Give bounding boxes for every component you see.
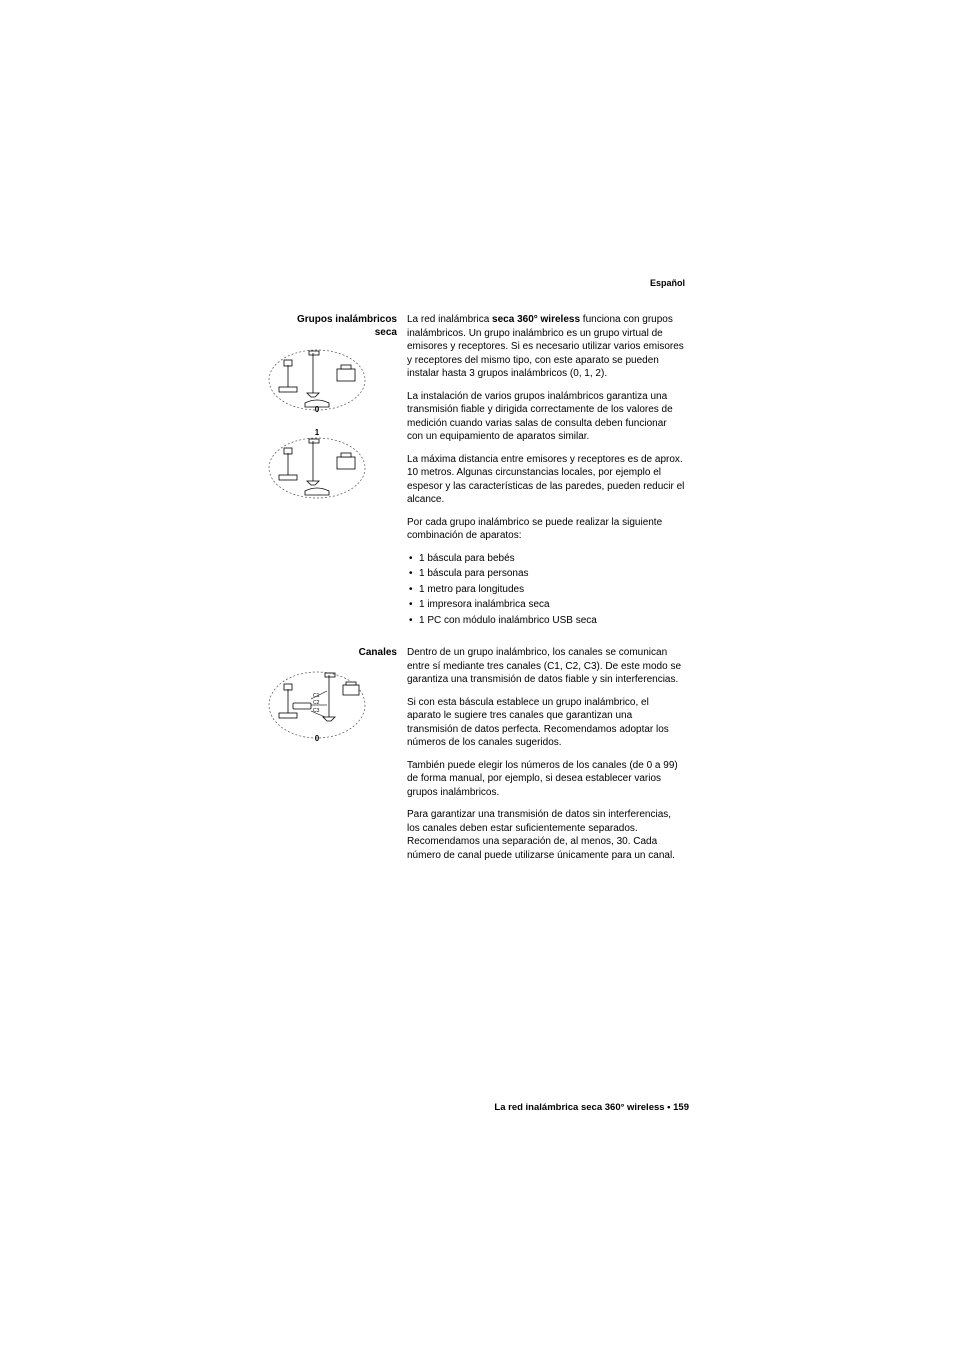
- c3-label: C3: [313, 708, 320, 714]
- list-item: 1 báscula para personas: [407, 567, 685, 581]
- section1-diagrams: 0: [265, 335, 407, 511]
- section1-p4: Por cada grupo inalámbrico se puede real…: [407, 516, 685, 543]
- section2-diagram: C1 C2 C3 0: [265, 655, 407, 753]
- channels-group-num: 0: [315, 734, 320, 743]
- language-label: Español: [650, 278, 685, 288]
- group1-num: 1: [315, 428, 320, 437]
- group1-svg: 1: [265, 423, 370, 503]
- section1-p1: La red inalámbrica seca 360° wireless fu…: [407, 313, 685, 381]
- list-item: 1 PC con módulo inalámbrico USB seca: [407, 614, 685, 628]
- section2-p1: Dentro de un grupo inalámbrico, los cana…: [407, 646, 685, 687]
- p1-bold: seca 360° wireless: [492, 314, 580, 325]
- section2-content: Dentro de un grupo inalámbrico, los cana…: [407, 646, 685, 871]
- c2-label: C2: [313, 700, 320, 706]
- group0-num: 0: [315, 405, 320, 414]
- c1-label: C1: [313, 693, 320, 699]
- section1-p2: La instalación de varios grupos inalámbr…: [407, 390, 685, 444]
- group0-svg: 0: [265, 335, 370, 415]
- wireless-group-1-diagram: 1: [265, 423, 407, 503]
- page-content: Español Grupos inalámbricos seca La red …: [265, 283, 685, 881]
- wireless-group-0-diagram: 0: [265, 335, 407, 415]
- section2-p3: También puede elegir los números de los …: [407, 759, 685, 800]
- section1-list: 1 báscula para bebés 1 báscula para pers…: [407, 552, 685, 628]
- section2-p2: Si con esta báscula establece un grupo i…: [407, 696, 685, 750]
- p1-pre: La red inalámbrica: [407, 314, 492, 325]
- list-item: 1 metro para longitudes: [407, 583, 685, 597]
- list-item: 1 báscula para bebés: [407, 552, 685, 566]
- channels-diagram: C1 C2 C3 0: [265, 655, 407, 745]
- list-item: 1 impresora inalámbrica seca: [407, 598, 685, 612]
- section1-content: La red inalámbrica seca 360° wireless fu…: [407, 313, 685, 636]
- channels-svg: C1 C2 C3 0: [265, 655, 370, 745]
- page-footer: La red inalámbrica seca 360° wireless • …: [494, 1102, 689, 1113]
- section1-p3: La máxima distancia entre emisores y rec…: [407, 453, 685, 507]
- section2-p4: Para garantizar una transmisión de datos…: [407, 808, 685, 862]
- section1-heading-line1: Grupos inalámbricos: [297, 314, 397, 325]
